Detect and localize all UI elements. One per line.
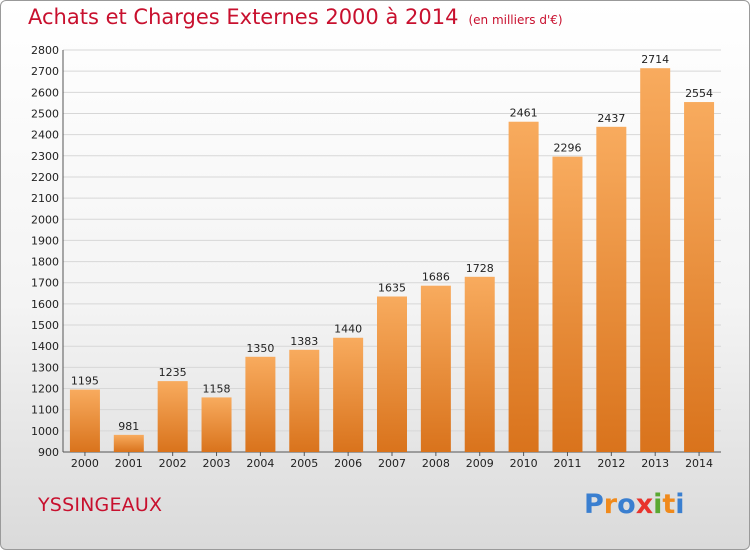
chart-title: Achats et Charges Externes 2000 à 2014 (e… [28,5,563,29]
data-label: 1195 [71,375,99,388]
data-label: 1350 [246,342,274,355]
bars [69,68,715,452]
data-label: 1728 [466,262,494,275]
bar [596,126,627,452]
logo-letter: r [603,489,618,520]
y-tick-label: 2600 [31,86,59,99]
x-tick-label: 2007 [378,457,406,470]
data-label: 2461 [510,107,538,120]
bar [640,68,671,452]
data-label: 1440 [334,323,362,336]
x-tick-label: 2009 [466,457,494,470]
chart-title-text: Achats et Charges Externes 2000 à 2014 [28,5,459,29]
data-label: 1686 [422,271,450,284]
y-tick-label: 1700 [31,277,59,290]
y-tick-label: 2500 [31,107,59,120]
bar [113,434,144,452]
bar [201,397,232,452]
y-tick-label: 1300 [31,361,59,374]
x-tick-label: 2003 [203,457,231,470]
y-tick-label: 1000 [31,425,59,438]
bar [157,381,188,452]
data-label: 2437 [597,112,625,125]
y-tick-label: 2400 [31,129,59,142]
x-tick-label: 2004 [246,457,274,470]
logo-letter: x [635,489,654,520]
x-tick-label: 2005 [290,457,318,470]
bar [552,156,583,452]
bar [377,296,407,452]
bar [333,337,364,452]
y-tick-label: 2800 [31,44,59,57]
logo-letter: i [675,489,685,520]
data-label: 1235 [159,366,187,379]
chart-unit-label: (en milliers d'€) [468,13,563,27]
data-label: 1158 [203,382,231,395]
x-tick-label: 2001 [115,457,143,470]
x-tick-label: 2002 [159,457,187,470]
data-label: 1383 [290,335,318,348]
y-tick-label: 1500 [31,319,59,332]
bar [508,121,539,452]
data-label: 2296 [553,142,581,155]
y-tick-label: 1800 [31,256,59,269]
bar [69,389,100,452]
x-tick-label: 2000 [71,457,99,470]
y-tick-label: 2700 [31,65,59,78]
logo-letter: t [662,489,676,520]
bar [245,356,276,452]
y-tick-label: 2300 [31,150,59,163]
proxiti-logo: Proxiti [584,489,685,520]
data-label: 2714 [641,53,669,66]
x-tick-label: 2006 [334,457,362,470]
y-tick-label: 1900 [31,234,59,247]
y-tick-label: 1600 [31,298,59,311]
y-tick-label: 1400 [31,340,59,353]
bar [464,276,495,452]
y-tick-label: 1100 [31,404,59,417]
x-tick-label: 2011 [553,457,581,470]
bar [289,349,320,452]
logo-letter: o [617,489,636,520]
location-label: YSSINGEAUX [38,494,163,516]
logo-letter: P [584,489,604,520]
bar [420,285,451,452]
y-tick-label: 2200 [31,171,59,184]
y-tick-label: 2100 [31,192,59,205]
data-label: 2554 [685,87,713,100]
bar [684,102,715,452]
data-labels: 1195 981 1235 1158 1350 1383 1440 1635 1686 1728 2… [71,53,713,433]
y-tick-label: 2000 [31,213,59,226]
y-tick-label: 900 [38,446,59,459]
x-tick-label: 2013 [641,457,669,470]
x-tick-label: 2012 [597,457,625,470]
logo-letter: i [653,489,663,520]
data-label: 1635 [378,281,406,294]
x-tick-label: 2014 [685,457,713,470]
data-label: 981 [118,420,139,433]
axes: 900 1000 1100 1200 1300 1400 1500 1600 1700 1800 1… [31,44,721,470]
y-tick-label: 1200 [31,383,59,396]
x-tick-label: 2010 [510,457,538,470]
x-tick-label: 2008 [422,457,450,470]
